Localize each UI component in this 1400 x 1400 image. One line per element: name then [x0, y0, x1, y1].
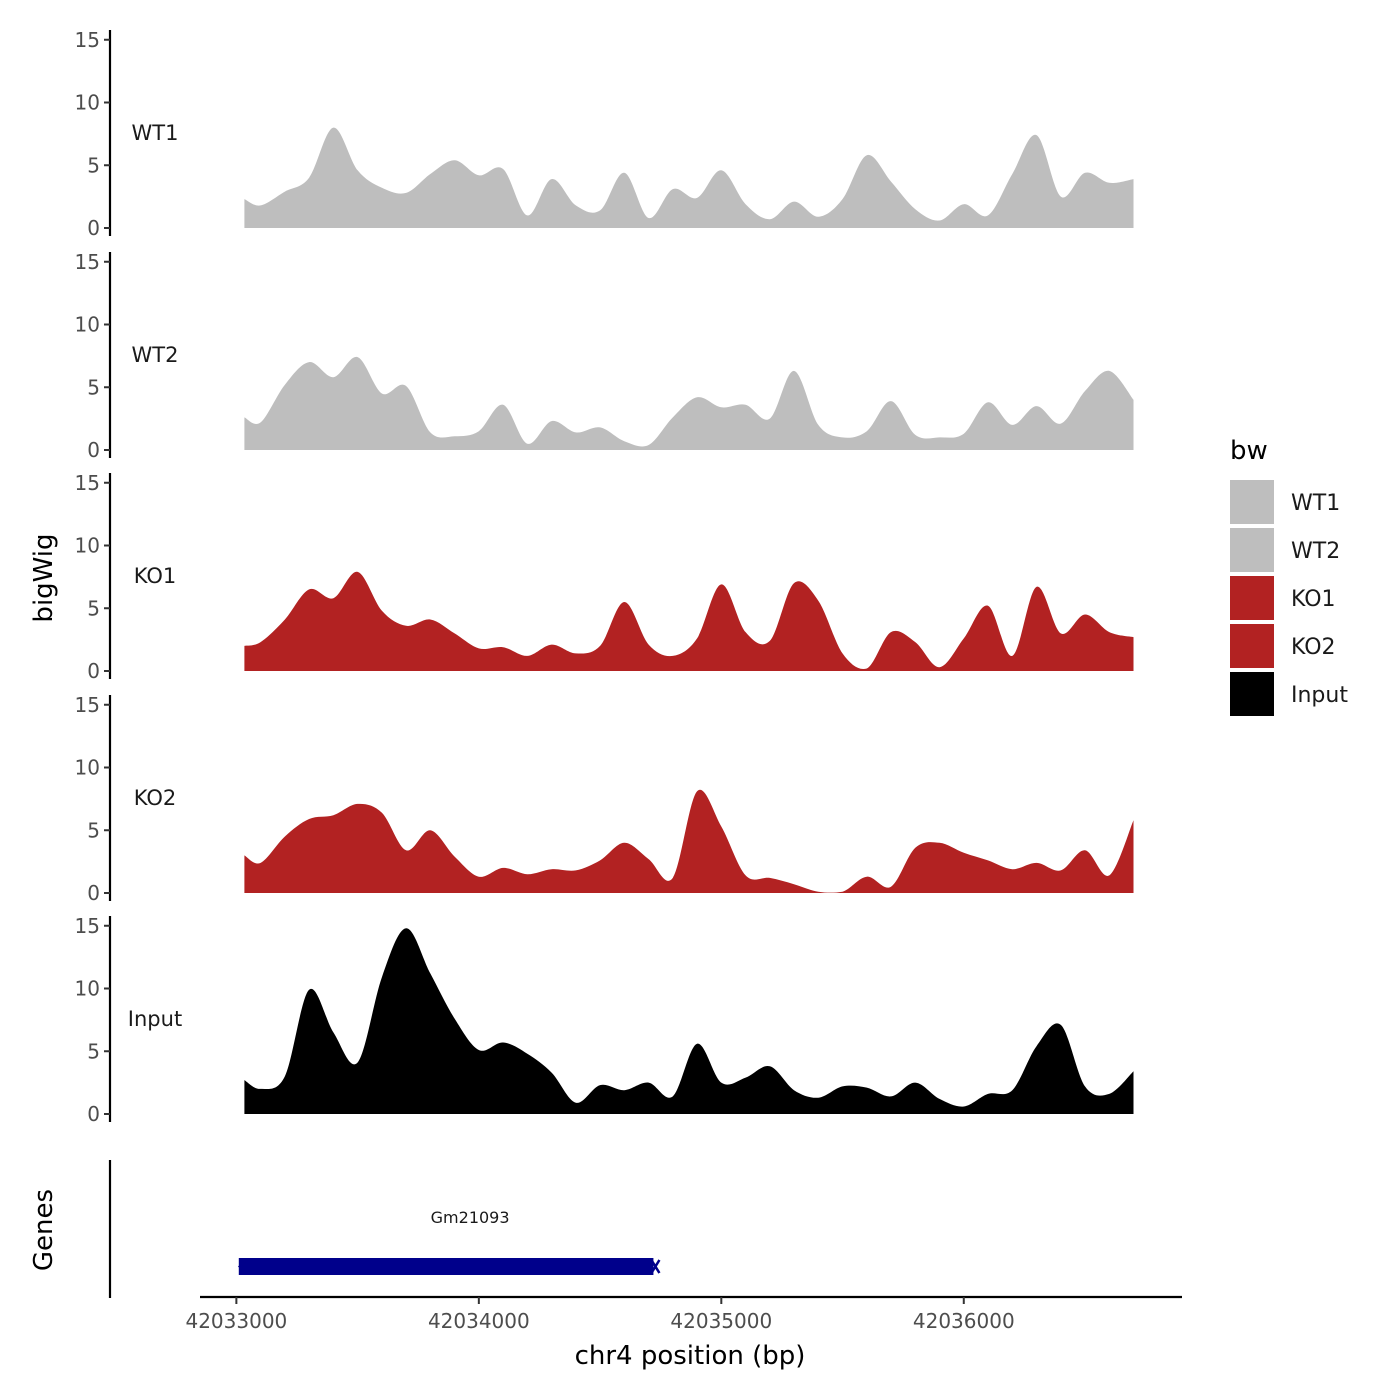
y-tick-label: 0 [87, 216, 100, 240]
legend-item-wt2: WT2 [1230, 528, 1340, 572]
legend-swatch [1230, 672, 1274, 716]
x-tick-label: 42033000 [185, 1309, 287, 1333]
y-tick-label: 15 [75, 28, 100, 52]
signal-area-input [244, 928, 1134, 1114]
bigwig-tracks: 0 5 10 15 WT1 0 5 10 15 WT2 0 5 10 15 KO1 0 5 10 15 KO2 0 5 10… [75, 28, 1134, 1126]
y-tick-label: 10 [75, 534, 100, 558]
signal-area-wt1 [244, 127, 1134, 228]
y-tick-label: 5 [87, 1039, 100, 1063]
y-tick-label: 15 [75, 914, 100, 938]
genes-axis-title: Genes [29, 1189, 59, 1271]
y-tick-label: 10 [75, 91, 100, 115]
legend-label: WT2 [1291, 539, 1340, 564]
y-tick-label: 0 [87, 659, 100, 683]
track-label-input: Input [128, 1007, 182, 1031]
track-input: 0 5 10 15 Input [75, 914, 1134, 1126]
y-tick-label: 5 [87, 153, 100, 177]
legend-label: WT1 [1291, 491, 1340, 516]
y-tick-label: 5 [87, 375, 100, 399]
y-tick-label: 0 [87, 1102, 100, 1126]
y-tick-label: 0 [87, 881, 100, 905]
legend-item-wt1: WT1 [1230, 480, 1340, 524]
y-tick-label: 10 [75, 977, 100, 1001]
strand-arrow-icon [237, 1259, 248, 1274]
x-tick-label: 42035000 [670, 1309, 772, 1333]
x-axis-title: chr4 position (bp) [575, 1341, 806, 1371]
legend-swatch [1230, 528, 1274, 572]
y-tick-label: 0 [87, 438, 100, 462]
track-label-wt1: WT1 [132, 121, 179, 145]
legend-label: KO2 [1291, 635, 1336, 660]
gene-end-marker-icon [650, 1259, 661, 1274]
legend-label: Input [1291, 683, 1348, 708]
y-tick-label: 15 [75, 693, 100, 717]
legend-swatch [1230, 624, 1274, 668]
gene-body [238, 1258, 654, 1275]
legend-label: KO1 [1291, 587, 1336, 612]
y-tick-label: 15 [75, 471, 100, 495]
y-tick-label: 5 [87, 596, 100, 620]
track-label-wt2: WT2 [132, 343, 179, 367]
x-axis: 42033000 42034000 42035000 42036000 [185, 1295, 1182, 1333]
signal-area-wt2 [244, 356, 1134, 450]
y-tick-label: 10 [75, 313, 100, 337]
gene-label: Gm21093 [431, 1208, 510, 1227]
track-wt2: 0 5 10 15 WT2 [75, 250, 1134, 462]
track-label-ko2: KO2 [134, 786, 177, 810]
track-label-ko1: KO1 [134, 564, 177, 588]
legend-item-ko1: KO1 [1230, 576, 1336, 620]
legend-swatch [1230, 576, 1274, 620]
legend-item-input: Input [1230, 672, 1348, 716]
signal-area-ko2 [244, 789, 1134, 893]
gene-gm21093: Gm21093 [237, 1208, 661, 1275]
y-tick-label: 10 [75, 756, 100, 780]
y-tick-label: 15 [75, 250, 100, 274]
genes-panel: Gm21093 [108, 1160, 661, 1298]
track-ko1: 0 5 10 15 KO1 [75, 471, 1134, 683]
signal-area-ko1 [244, 571, 1134, 671]
track-ko2: 0 5 10 15 KO2 [75, 693, 1134, 905]
track-wt1: 0 5 10 15 WT1 [75, 28, 1134, 240]
legend-item-ko2: KO2 [1230, 624, 1336, 668]
y-axis-title: bigWig [29, 533, 59, 622]
legend-title: bw [1230, 436, 1268, 466]
x-tick-label: 42036000 [913, 1309, 1015, 1333]
x-tick-label: 42034000 [428, 1309, 530, 1333]
legend-swatch [1230, 480, 1274, 524]
y-tick-label: 5 [87, 818, 100, 842]
legend: bw WT1 WT2 KO1 KO2 Input [1230, 436, 1348, 716]
